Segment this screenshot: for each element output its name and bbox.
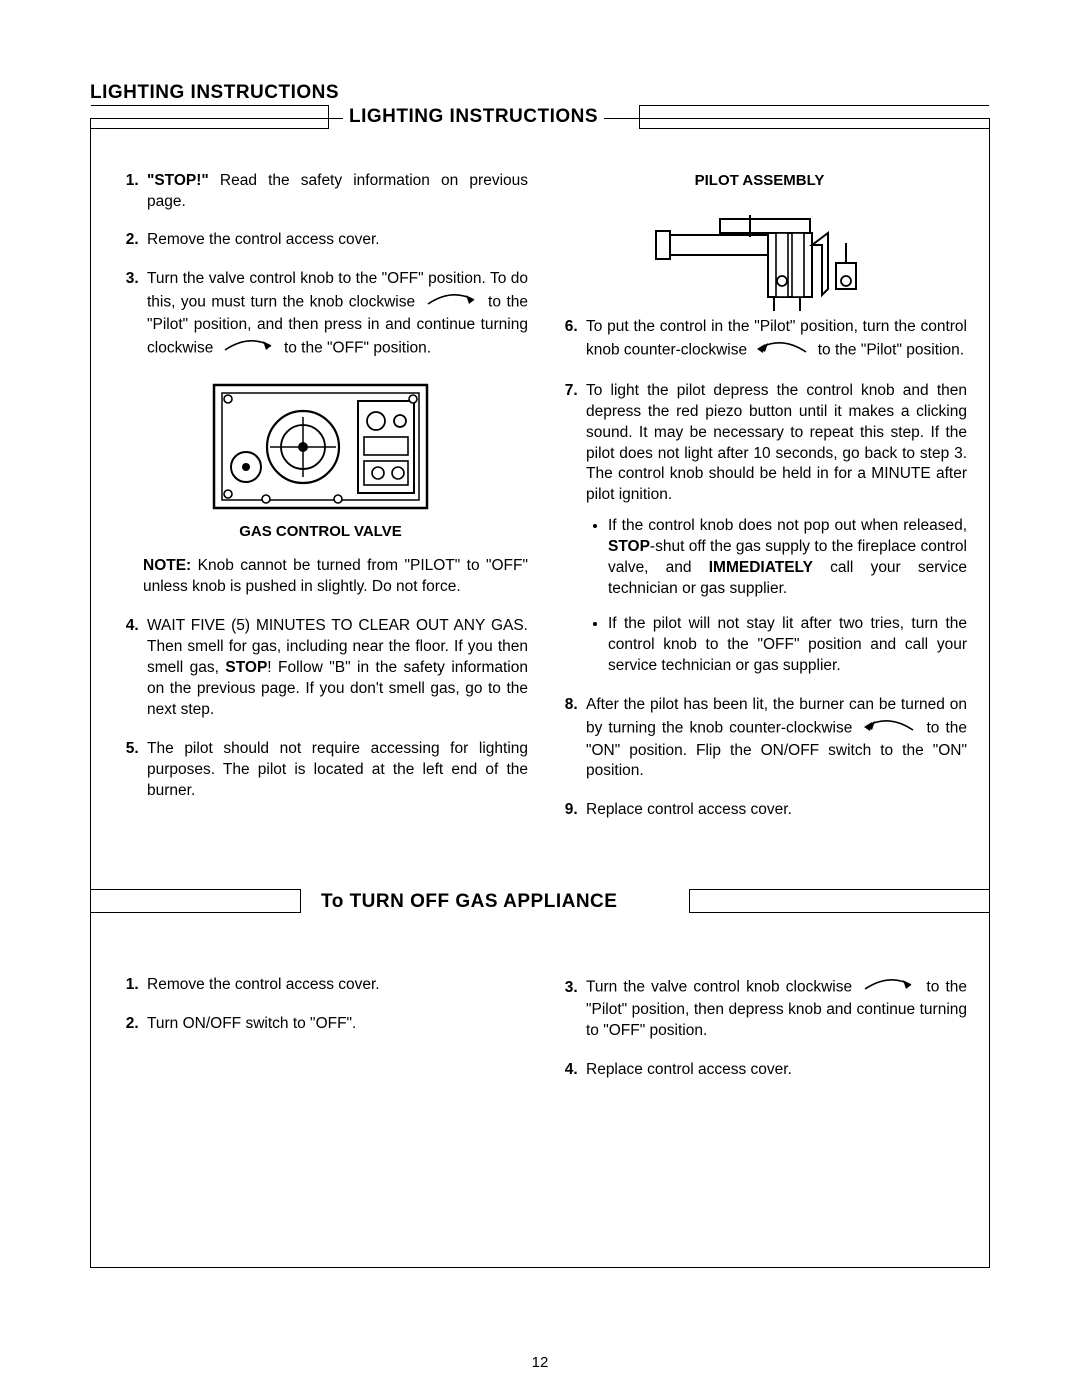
section2-header: To TURN OFF GAS APPLIANCE bbox=[91, 889, 989, 917]
section2-left-col: Remove the control access cover. Turn ON… bbox=[113, 975, 528, 1099]
off-step-3: Turn the valve control knob clockwise to… bbox=[582, 975, 967, 1042]
pilot-assembly-icon bbox=[650, 205, 870, 315]
step6-b: to the "Pilot" position. bbox=[818, 341, 964, 358]
section1-columns: "STOP!" Read the safety information on p… bbox=[91, 171, 989, 840]
pilot-assembly-label: PILOT ASSEMBLY bbox=[695, 171, 825, 191]
page-container: LIGHTING INSTRUCTIONS LIGHTING INSTRUCTI… bbox=[0, 0, 1080, 1308]
header-seg-left bbox=[91, 105, 329, 129]
note-bold: NOTE: bbox=[143, 557, 191, 574]
b1-stop: STOP bbox=[608, 538, 650, 555]
step-4: WAIT FIVE (5) MINUTES TO CLEAR OUT ANY G… bbox=[143, 616, 528, 721]
bullet-1: If the control knob does not pop out whe… bbox=[608, 516, 967, 600]
section2-columns: Remove the control access cover. Turn ON… bbox=[91, 945, 989, 1099]
gas-valve-icon bbox=[208, 379, 433, 514]
clockwise-arrow-icon bbox=[861, 975, 917, 1000]
step7-text: To light the pilot depress the control k… bbox=[586, 382, 967, 504]
section1-right-col: PILOT ASSEMBLY bbox=[552, 171, 967, 840]
header-seg-right bbox=[639, 105, 989, 129]
section2-title: To TURN OFF GAS APPLIANCE bbox=[315, 889, 623, 913]
gas-valve-diagram bbox=[113, 379, 528, 514]
off-step-4: Replace control access cover. bbox=[582, 1060, 967, 1081]
step-1: "STOP!" Read the safety information on p… bbox=[143, 171, 528, 213]
step1-stop: "STOP!" bbox=[147, 172, 209, 189]
step-5: The pilot should not require accessing f… bbox=[143, 739, 528, 802]
content-box: LIGHTING INSTRUCTIONS "STOP!" Read the s… bbox=[90, 118, 990, 1268]
clockwise-arrow-icon bbox=[424, 290, 480, 315]
off3-a: Turn the valve control knob clockwise bbox=[586, 979, 858, 996]
step3-c: to the "OFF" position. bbox=[284, 340, 431, 357]
step-2: Remove the control access cover. bbox=[143, 230, 528, 251]
counter-clockwise-arrow-icon bbox=[861, 716, 917, 741]
knob-note: NOTE: Knob cannot be turned from "PILOT"… bbox=[143, 556, 528, 598]
header-seg-right bbox=[689, 889, 989, 913]
left-steps-list-2: WAIT FIVE (5) MINUTES TO CLEAR OUT ANY G… bbox=[113, 616, 528, 801]
step-3: Turn the valve control knob to the "OFF"… bbox=[143, 269, 528, 361]
b1-imm: IMMEDIATELY bbox=[709, 559, 813, 576]
pilot-assembly-diagram bbox=[650, 205, 870, 315]
step-8: After the pilot has been lit, the burner… bbox=[582, 695, 967, 783]
note-text: Knob cannot be turned from "PILOT" to "O… bbox=[143, 557, 528, 595]
section1-title: LIGHTING INSTRUCTIONS bbox=[343, 105, 604, 129]
bullet-2: If the pilot will not stay lit after two… bbox=[608, 614, 967, 677]
section1-left-col: "STOP!" Read the safety information on p… bbox=[113, 171, 528, 840]
page-title: LIGHTING INSTRUCTIONS bbox=[90, 80, 990, 106]
right-steps-list: To put the control in the "Pilot" positi… bbox=[552, 317, 967, 821]
b1-a: If the control knob does not pop out whe… bbox=[608, 517, 967, 534]
off-step-1: Remove the control access cover. bbox=[143, 975, 528, 996]
header-seg-left bbox=[91, 889, 301, 913]
step4-stop: STOP bbox=[225, 659, 267, 676]
page-number: 12 bbox=[0, 1353, 1080, 1373]
off-step-2: Turn ON/OFF switch to "OFF". bbox=[143, 1014, 528, 1035]
step-6: To put the control in the "Pilot" positi… bbox=[582, 317, 967, 363]
step7-bullets: If the control knob does not pop out whe… bbox=[586, 516, 967, 676]
counter-clockwise-arrow-icon bbox=[754, 338, 810, 363]
off-right-steps: Turn the valve control knob clockwise to… bbox=[552, 975, 967, 1081]
step-7: To light the pilot depress the control k… bbox=[582, 381, 967, 677]
gas-valve-label: GAS CONTROL VALVE bbox=[113, 522, 528, 542]
off-left-steps: Remove the control access cover. Turn ON… bbox=[113, 975, 528, 1035]
section1-header: LIGHTING INSTRUCTIONS bbox=[91, 105, 989, 133]
left-steps-list: "STOP!" Read the safety information on p… bbox=[113, 171, 528, 361]
section2-right-col: Turn the valve control knob clockwise to… bbox=[552, 975, 967, 1099]
clockwise-arrow-icon bbox=[221, 336, 277, 361]
step-9: Replace control access cover. bbox=[582, 800, 967, 821]
